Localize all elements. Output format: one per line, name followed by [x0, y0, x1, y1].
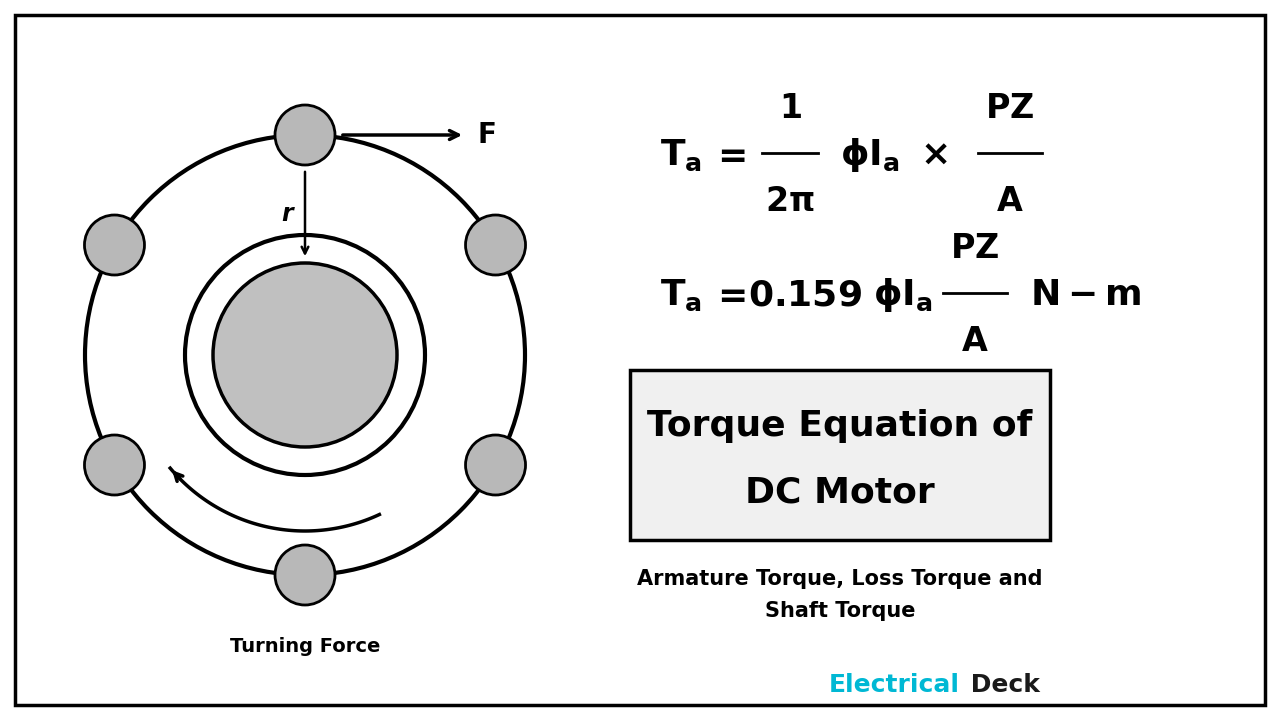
Circle shape [466, 435, 526, 495]
Text: $\mathbf{\phi I_a}$: $\mathbf{\phi I_a}$ [873, 276, 933, 314]
Circle shape [275, 545, 335, 605]
Text: Armature Torque, Loss Torque and
Shaft Torque: Armature Torque, Loss Torque and Shaft T… [637, 570, 1043, 621]
Text: r: r [282, 202, 293, 226]
Bar [630, 370, 1050, 540]
Circle shape [186, 235, 425, 475]
Text: $\mathbf{0.159}$: $\mathbf{0.159}$ [748, 278, 861, 312]
Text: $\mathbf{\times}$: $\mathbf{\times}$ [920, 138, 947, 172]
Text: $\mathbf{\phi I_a}$: $\mathbf{\phi I_a}$ [840, 136, 900, 174]
Text: $\mathbf{=}$: $\mathbf{=}$ [710, 138, 745, 172]
Text: $\mathbf{T_a}$: $\mathbf{T_a}$ [660, 277, 703, 312]
Text: Deck: Deck [963, 673, 1039, 697]
Text: $\mathbf{T_a}$: $\mathbf{T_a}$ [660, 138, 703, 173]
Text: $\mathbf{2\pi}$: $\mathbf{2\pi}$ [765, 185, 815, 218]
Text: Turning Force: Turning Force [230, 637, 380, 657]
Circle shape [84, 435, 145, 495]
Text: F: F [477, 121, 495, 149]
Circle shape [84, 215, 145, 275]
Circle shape [275, 105, 335, 165]
Circle shape [84, 135, 525, 575]
Text: $\mathbf{N - m}$: $\mathbf{N - m}$ [1030, 278, 1142, 312]
Text: $\mathbf{PZ}$: $\mathbf{PZ}$ [986, 92, 1034, 125]
Text: Torque Equation of: Torque Equation of [648, 409, 1033, 443]
Circle shape [466, 215, 526, 275]
Circle shape [212, 263, 397, 447]
Text: $\mathbf{=}$: $\mathbf{=}$ [710, 278, 745, 312]
Text: $\mathbf{A}$: $\mathbf{A}$ [996, 185, 1024, 218]
Text: Electrical: Electrical [829, 673, 960, 697]
Text: DC Motor: DC Motor [745, 475, 934, 510]
Text: $\mathbf{PZ}$: $\mathbf{PZ}$ [950, 232, 1000, 265]
Text: $\mathbf{1}$: $\mathbf{1}$ [778, 92, 801, 125]
Text: $\mathbf{A}$: $\mathbf{A}$ [961, 325, 989, 358]
